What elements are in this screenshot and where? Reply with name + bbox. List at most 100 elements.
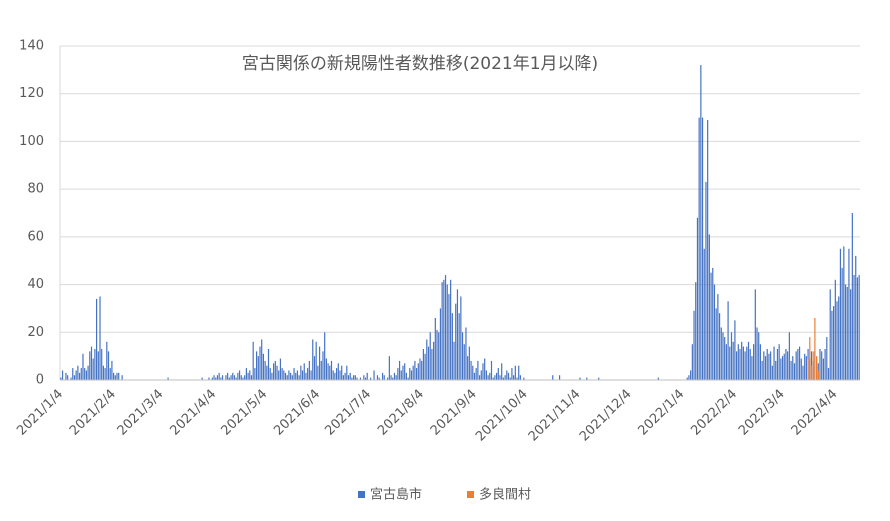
bar [296, 370, 299, 380]
bar [65, 372, 67, 380]
bar [359, 377, 362, 380]
bar [233, 375, 236, 380]
bar [444, 275, 447, 380]
bar [598, 377, 600, 380]
bar [809, 337, 811, 380]
bar [240, 375, 242, 380]
bar [776, 348, 779, 380]
bar [97, 351, 99, 380]
bar [351, 377, 353, 380]
bar [230, 375, 232, 380]
bar [279, 358, 282, 380]
bar [688, 375, 690, 380]
bar [810, 365, 813, 380]
bar [795, 351, 797, 380]
bar [499, 375, 501, 380]
bar [552, 375, 554, 380]
bar [392, 377, 394, 380]
bar [341, 365, 343, 380]
bar [797, 348, 799, 380]
bar [295, 372, 297, 380]
bar [836, 301, 838, 380]
bar [478, 375, 481, 380]
bar [317, 365, 319, 380]
bar [707, 119, 709, 380]
bar [764, 356, 767, 380]
bar [717, 294, 719, 380]
bar [416, 368, 418, 380]
bar [579, 377, 581, 380]
bar [756, 327, 758, 380]
bar [686, 377, 688, 380]
bar [397, 368, 399, 380]
bar [485, 370, 487, 380]
legend-swatch [467, 491, 474, 498]
legend-label: 多良間村 [479, 487, 531, 503]
bar [725, 344, 727, 380]
bar [72, 368, 74, 380]
bar [431, 348, 433, 380]
bar [753, 344, 755, 380]
bar [262, 353, 264, 380]
bar [84, 368, 86, 380]
bar [705, 181, 707, 380]
bar [307, 368, 309, 380]
bar [518, 365, 520, 380]
bar [494, 375, 496, 380]
bar [773, 346, 775, 380]
x-tick-label: 2021/1/4 [14, 387, 66, 439]
bar [751, 356, 753, 380]
bar [710, 272, 712, 380]
bar [470, 360, 472, 380]
bar [283, 370, 285, 380]
bar [373, 370, 375, 380]
bar [848, 248, 850, 380]
bar [99, 296, 101, 380]
bar [514, 365, 516, 380]
bar [763, 351, 765, 380]
bar [237, 372, 239, 380]
bar [737, 344, 739, 380]
bar [298, 375, 300, 380]
bar [94, 348, 96, 380]
bar [473, 372, 476, 380]
bar [441, 282, 443, 380]
bar [402, 365, 404, 380]
bar [780, 358, 782, 380]
bar [778, 344, 780, 380]
bar [490, 360, 493, 380]
bar [496, 372, 498, 380]
x-tick-label: 2021/5/4 [219, 387, 271, 439]
bar [768, 353, 770, 380]
y-tick-label: 80 [27, 182, 44, 197]
bar [712, 267, 714, 380]
bar [288, 370, 290, 380]
x-tick-label: 2022/1/4 [636, 387, 688, 439]
bar [690, 370, 692, 380]
bar [850, 289, 852, 380]
bar [504, 375, 506, 380]
bar [303, 363, 305, 380]
bar [465, 327, 467, 380]
bar [770, 351, 772, 380]
bar [798, 346, 801, 380]
bar [61, 370, 64, 380]
bar [727, 301, 729, 380]
bar [513, 375, 515, 380]
bar [344, 372, 346, 380]
bar [453, 341, 455, 380]
bar [718, 313, 721, 380]
bar [290, 372, 292, 380]
bar [698, 117, 700, 381]
bar [354, 375, 356, 380]
bar [502, 377, 504, 380]
bar [266, 365, 268, 380]
bar [792, 356, 794, 380]
bar [293, 368, 295, 380]
bar [523, 377, 525, 380]
bar [356, 377, 358, 380]
bar [254, 368, 256, 380]
y-tick-label: 60 [27, 229, 44, 244]
bar [409, 368, 411, 380]
bar [259, 346, 261, 380]
